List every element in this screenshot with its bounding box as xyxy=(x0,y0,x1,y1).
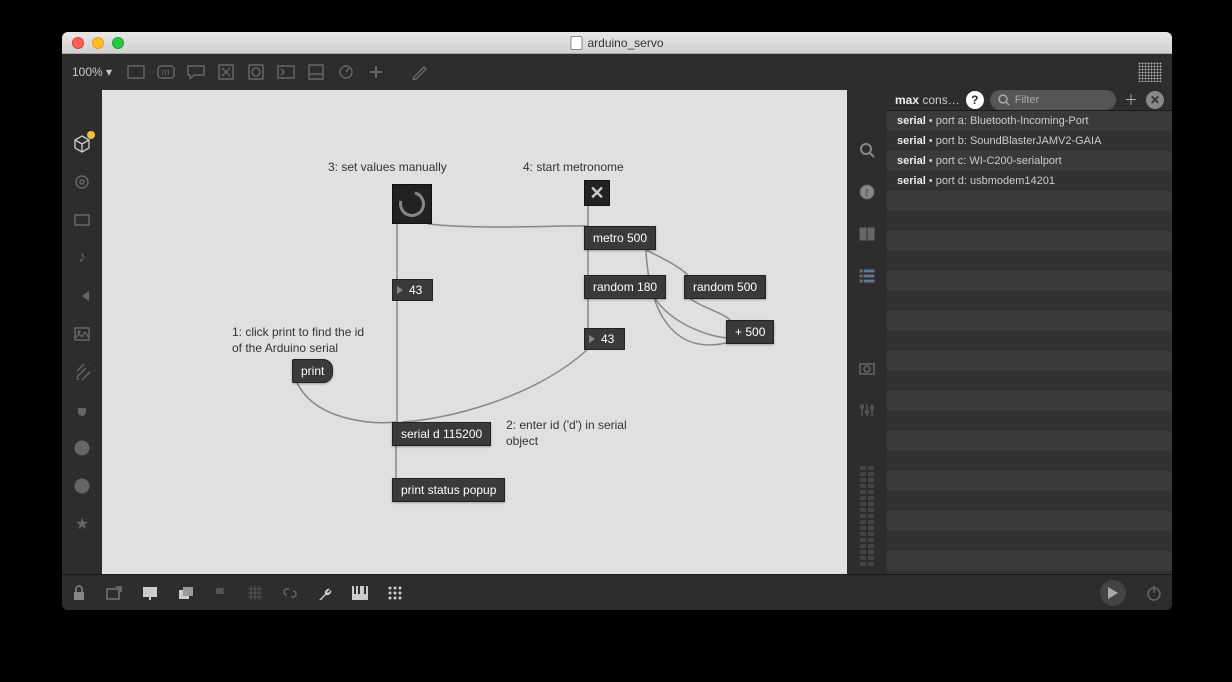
lock-icon[interactable] xyxy=(72,585,86,601)
panel-icon[interactable] xyxy=(72,210,92,230)
layers-icon[interactable] xyxy=(178,586,194,600)
link-icon[interactable] xyxy=(282,586,298,600)
split-view-icon[interactable] xyxy=(857,224,877,244)
app-window: arduino_servo 100% ▾ m ♪ xyxy=(62,32,1172,610)
console-row[interactable]: serial • port b: SoundBlasterJAMV2-GAIA xyxy=(887,131,1172,151)
object-tool-icon[interactable] xyxy=(124,60,148,84)
close-window-button[interactable] xyxy=(72,37,84,49)
transport-icon[interactable] xyxy=(72,286,92,306)
print-object[interactable]: print status popup xyxy=(392,478,505,502)
toggle-object[interactable]: ✕ xyxy=(584,180,610,206)
note-icon[interactable]: ♪ xyxy=(72,248,92,268)
comment: 4: start metronome xyxy=(523,160,624,176)
dial-tool-icon[interactable] xyxy=(334,60,358,84)
play-button[interactable] xyxy=(1100,580,1126,606)
console-title-bold: max xyxy=(895,93,919,107)
console-panel: max cons… ? Filter ＋ ✕ serial • port a: … xyxy=(887,90,1172,574)
svg-text:b: b xyxy=(79,482,85,493)
flag-icon[interactable] xyxy=(214,586,228,600)
svg-text:m: m xyxy=(162,67,170,77)
help-icon[interactable]: ? xyxy=(966,91,984,109)
button-tool-icon[interactable] xyxy=(244,60,268,84)
camera-icon[interactable] xyxy=(857,358,877,378)
top-toolbar: 100% ▾ m xyxy=(62,54,1172,90)
random-object[interactable]: random 180 xyxy=(584,275,666,299)
random-object[interactable]: random 500 xyxy=(684,275,766,299)
sliders-icon[interactable] xyxy=(857,400,877,420)
add-icon[interactable]: ＋ xyxy=(1122,91,1140,109)
star-icon[interactable]: ★ xyxy=(72,514,92,534)
slider-tool-icon[interactable] xyxy=(304,60,328,84)
new-view-icon[interactable] xyxy=(106,586,122,600)
console-list: serial • port a: Bluetooth-Incoming-Port… xyxy=(887,111,1172,574)
patcher-canvas[interactable]: 1: click print to find the idof the Ardu… xyxy=(102,90,847,574)
left-rail: ♪ v b ★ xyxy=(62,90,102,574)
wrench-icon[interactable] xyxy=(318,586,332,600)
filter-placeholder: Filter xyxy=(1015,94,1039,106)
message-tool-icon[interactable]: m xyxy=(154,60,178,84)
search-icon[interactable] xyxy=(857,140,877,160)
console-row[interactable]: serial • port c: WI-C200-serialport xyxy=(887,151,1172,171)
grid-icon[interactable] xyxy=(248,586,262,600)
dial-object[interactable] xyxy=(392,184,432,224)
zoom-window-button[interactable] xyxy=(112,37,124,49)
plus-object[interactable]: + 500 xyxy=(726,320,774,344)
window-title: arduino_servo xyxy=(587,36,663,50)
number-box[interactable]: 43 xyxy=(392,279,433,301)
matrix-icon[interactable] xyxy=(1138,62,1162,82)
vu-meters xyxy=(860,466,874,566)
metro-object[interactable]: metro 500 xyxy=(584,226,656,250)
target-icon[interactable] xyxy=(72,172,92,192)
attachment-icon[interactable] xyxy=(72,362,92,382)
clear-icon[interactable]: ✕ xyxy=(1146,91,1164,109)
document-icon xyxy=(570,36,582,50)
plug-icon[interactable] xyxy=(72,400,92,420)
bottom-toolbar xyxy=(62,574,1172,610)
comment: 3: set values manually xyxy=(328,160,447,176)
console-title: cons… xyxy=(922,93,959,107)
paint-tool-icon[interactable] xyxy=(408,60,432,84)
comment: 1: click print to find the idof the Ardu… xyxy=(232,325,382,356)
right-rail: i xyxy=(847,90,887,574)
info-icon[interactable]: i xyxy=(857,182,877,202)
zoom-dropdown[interactable]: 100% ▾ xyxy=(72,65,112,79)
svg-text:i: i xyxy=(865,187,868,199)
v-badge-icon[interactable]: v xyxy=(72,438,92,458)
number-box[interactable]: 43 xyxy=(584,328,625,350)
package-icon[interactable] xyxy=(72,134,92,154)
filter-input[interactable]: Filter xyxy=(990,90,1116,110)
print-message[interactable]: print xyxy=(292,359,333,383)
piano-icon[interactable] xyxy=(352,586,368,600)
toggle-tool-icon[interactable] xyxy=(214,60,238,84)
dots-grid-icon[interactable] xyxy=(388,586,402,600)
image-icon[interactable] xyxy=(72,324,92,344)
power-icon[interactable] xyxy=(1146,585,1162,601)
number-tool-icon[interactable] xyxy=(274,60,298,84)
console-row[interactable]: serial • port a: Bluetooth-Incoming-Port xyxy=(887,111,1172,131)
serial-object[interactable]: serial d 115200 xyxy=(392,422,491,446)
titlebar: arduino_servo xyxy=(62,32,1172,54)
b-badge-icon[interactable]: b xyxy=(72,476,92,496)
comment-tool-icon[interactable] xyxy=(184,60,208,84)
add-tool-icon[interactable] xyxy=(364,60,388,84)
comment: 2: enter id ('d') in serialobject xyxy=(506,418,646,449)
list-icon[interactable] xyxy=(857,266,877,286)
presentation-icon[interactable] xyxy=(142,586,158,600)
console-row[interactable]: serial • port d: usbmodem14201 xyxy=(887,171,1172,191)
minimize-window-button[interactable] xyxy=(92,37,104,49)
